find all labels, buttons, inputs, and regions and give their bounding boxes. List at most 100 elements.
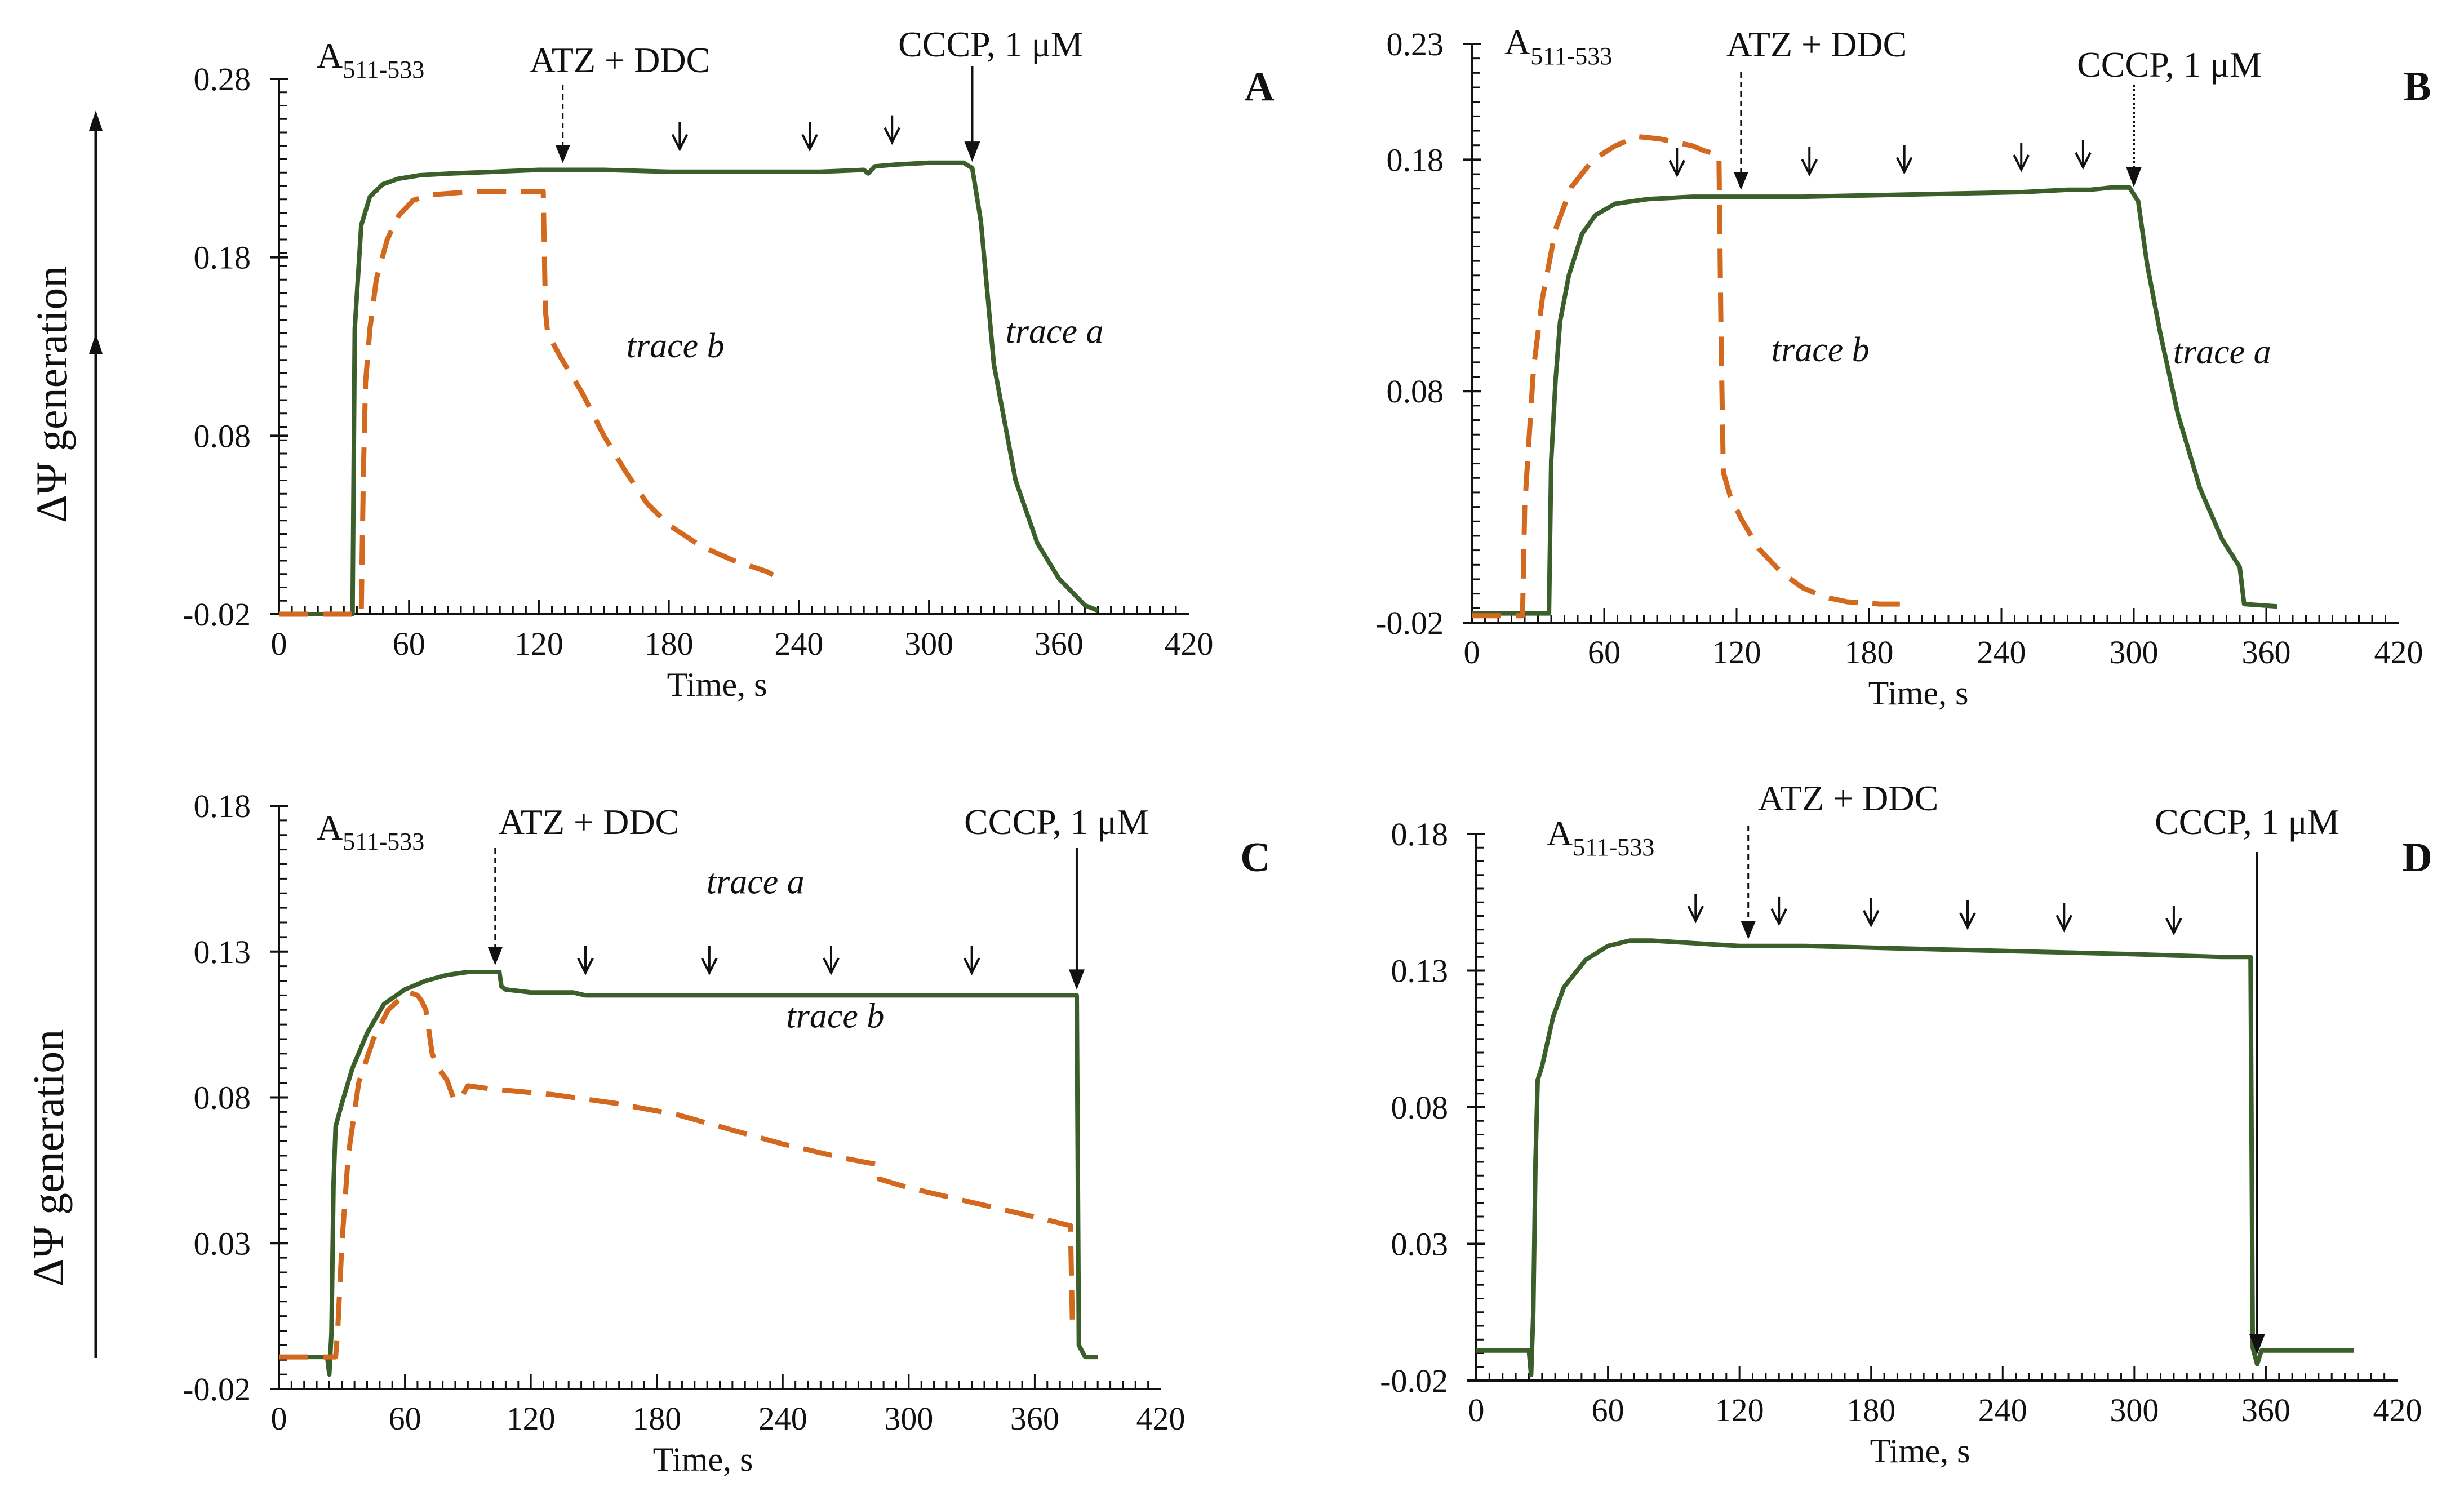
panel-d-x-tick-label: 180 [1846, 1392, 1895, 1428]
panel-c-x-tick-label: 0 [271, 1400, 287, 1437]
panel-d-atz-label: ATZ + DDC [1758, 778, 1939, 818]
panel-a-small-arrow [671, 122, 689, 152]
panel-b-label-trace-b: trace b [1772, 331, 1870, 369]
panel-d-cccp-label: CCCP, 1 μM [2155, 802, 2339, 842]
panel-c-y-tick-label: 0.18 [194, 788, 251, 824]
panel-a-small-arrow [884, 115, 900, 145]
panel-a-x-tick-label: 0 [271, 625, 287, 662]
panel-d-x-tick-label: 120 [1715, 1392, 1764, 1428]
panel-a-atz-arrowhead [555, 145, 570, 163]
panel-a-letter: A [1244, 64, 1274, 110]
panel-c-small-arrow [823, 946, 840, 975]
panel-b-y-tick-label: 0.08 [1387, 373, 1444, 410]
panel-d-x-tick-label: 60 [1592, 1392, 1624, 1428]
panel-b-x-tick-label: 240 [1977, 634, 2026, 671]
panel-a-series-trace-a [279, 160, 1099, 616]
panel-a-label-trace-b: trace b [627, 327, 725, 365]
panel-b-small-arrow [2013, 142, 2030, 172]
panel-d-cccp-arrowhead [2249, 1334, 2265, 1355]
panel-d-y-tick-label: 0.18 [1391, 816, 1449, 853]
panel-b-small-arrow [1895, 145, 1913, 175]
panel-b-small-arrow [2075, 140, 2092, 170]
panel-d-small-arrow [1862, 898, 1880, 928]
panel-a-x-tick-label: 420 [1165, 625, 1214, 662]
panel-c-letter: C [1240, 835, 1270, 881]
panel-c-series-trace-a [279, 970, 1098, 1377]
panel-a-x-tick-label: 300 [904, 625, 953, 662]
panel-b-axes: -0.02 0.08 0.18 0.23 0 60 120 180 240 300 360 420 Ti… [1375, 26, 2423, 712]
panel-b-cccp-label: CCCP, 1 μM [2077, 45, 2262, 85]
panel-a-cccp-label: CCCP, 1 μM [898, 24, 1083, 64]
panel-c-x-tick-label: 180 [632, 1400, 681, 1437]
y-title-arrow-bottom [89, 334, 103, 1358]
panel-b-x-tick-label: 300 [2110, 634, 2159, 671]
panel-a-atz-label: ATZ + DDC [530, 40, 711, 80]
panel-a-x-tick-label: 180 [645, 625, 694, 662]
panel-c-small-arrow [701, 946, 718, 975]
panel-b-series-trace-b [1472, 134, 1900, 619]
panel-c-x-tick-label: 360 [1010, 1400, 1059, 1437]
panel-a-x-tick-label: 60 [393, 625, 425, 662]
panel-d-y-tick-label: 0.08 [1391, 1089, 1449, 1126]
panel-c-small-arrow [577, 946, 594, 975]
panel-b-cccp-arrowhead [2126, 166, 2142, 187]
panel-a-x-tick-label: 360 [1035, 625, 1084, 662]
panel-a-label-a: A511-533 [317, 35, 424, 83]
panel-c-x-tick-label: 240 [758, 1400, 807, 1437]
panel-d-small-arrow [1959, 900, 1976, 930]
panel-a: -0.02 0.08 0.18 0.28 0 60 120 180 240 300 360 420 Ti… [183, 24, 1275, 703]
panel-c-cccp-arrowhead [1068, 969, 1085, 990]
panel-b-label-trace-a: trace a [2173, 333, 2271, 371]
panel-b: -0.02 0.08 0.18 0.23 0 60 120 180 240 300 360 420 Ti… [1375, 22, 2431, 712]
panel-d-axes: -0.02 0.03 0.08 0.13 0.18 0 60 120 180 240 300 360 4… [1380, 816, 2422, 1470]
panel-c: -0.02 0.03 0.08 0.13 0.18 0 60 120 180 240 300 360 4… [183, 788, 1271, 1478]
panel-b-series-trace-a [1472, 185, 2277, 616]
panel-d: -0.02 0.03 0.08 0.13 0.18 0 60 120 180 240 300 360 4… [1380, 778, 2432, 1470]
panel-b-label-a: A511-533 [1504, 22, 1612, 70]
panel-c-axes: -0.02 0.03 0.08 0.13 0.18 0 60 120 180 240 300 360 4… [183, 788, 1185, 1478]
panel-d-small-arrow [1770, 896, 1787, 926]
panel-b-letter: B [2403, 64, 2431, 110]
panel-c-atz-label: ATZ + DDC [499, 802, 680, 842]
panel-b-atz-arrowhead [1733, 172, 1748, 190]
panel-d-small-arrow [2165, 906, 2182, 936]
panel-c-y-tick-label: 0.03 [194, 1225, 251, 1262]
panel-a-x-tick-label: 120 [514, 625, 563, 662]
panel-d-small-arrow [1687, 894, 1704, 924]
panel-c-x-tick-label: 300 [884, 1400, 933, 1437]
panel-b-x-tick-label: 60 [1588, 634, 1621, 671]
panel-c-x-tick-label: 120 [507, 1400, 556, 1437]
panel-d-x-tick-label: 420 [2373, 1392, 2422, 1428]
panel-a-series-trace-b [279, 189, 774, 617]
panel-c-series-trace-b [279, 989, 1075, 1360]
panel-b-y-tick-label: 0.18 [1387, 141, 1444, 178]
panel-b-small-arrow [1801, 147, 1818, 177]
panel-c-y-tick-label: 0.13 [194, 934, 251, 970]
panel-a-y-tick-label: 0.28 [194, 61, 251, 97]
panel-c-label-trace-b: trace b [786, 997, 884, 1035]
panel-b-x-tick-label: 180 [1845, 634, 1894, 671]
panel-d-x-tick-label: 300 [2110, 1392, 2159, 1428]
panel-b-x-axis-title: Time, s [1868, 674, 1969, 712]
panel-c-x-axis-title: Time, s [653, 1441, 753, 1478]
panel-a-y-tick-label: 0.18 [194, 239, 251, 276]
panel-a-x-tick-label: 240 [774, 625, 823, 662]
panel-d-small-arrow [2055, 903, 2073, 933]
panel-c-label-a: A511-533 [317, 807, 424, 855]
y-axis-title-top: ΔΨ generation [27, 266, 76, 523]
panel-b-y-tick-label: -0.02 [1375, 605, 1444, 641]
panel-a-y-tick-label: -0.02 [183, 596, 251, 633]
panel-b-x-tick-label: 120 [1712, 634, 1761, 671]
panel-d-atz-arrowhead [1741, 921, 1756, 939]
panel-c-x-tick-label: 420 [1136, 1400, 1186, 1437]
panel-d-series-trace-a [1476, 938, 2354, 1378]
panel-b-x-tick-label: 420 [2374, 634, 2423, 671]
panel-c-atz-arrowhead [487, 947, 503, 965]
panel-d-y-tick-label: -0.02 [1380, 1363, 1448, 1399]
panel-d-x-tick-label: 360 [2241, 1392, 2290, 1428]
y-axis-title-bottom: ΔΨ generation [24, 1029, 73, 1286]
panel-b-x-tick-label: 360 [2242, 634, 2291, 671]
panel-a-x-axis-title: Time, s [667, 666, 767, 703]
panel-d-x-tick-label: 0 [1468, 1392, 1485, 1428]
